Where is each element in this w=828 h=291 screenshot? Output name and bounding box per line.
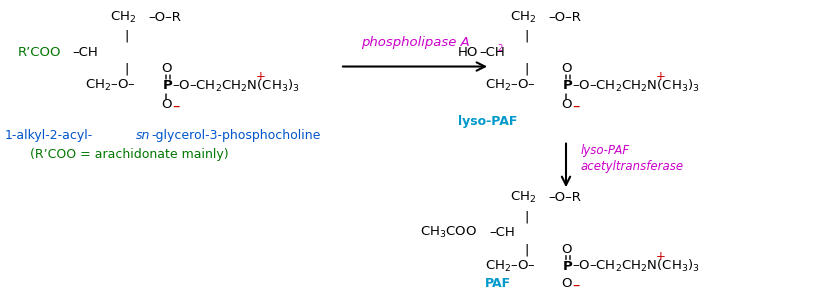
Text: P: P xyxy=(562,260,572,273)
Text: |: | xyxy=(524,244,528,256)
Text: lyso-PAF: lyso-PAF xyxy=(457,115,517,128)
Text: CH$_2$–O–: CH$_2$–O– xyxy=(85,78,136,93)
Text: sn: sn xyxy=(136,129,150,142)
Text: –O–CH$_2$CH$_2$N(CH$_3$)$_3$: –O–CH$_2$CH$_2$N(CH$_3$)$_3$ xyxy=(571,258,699,274)
Text: –: – xyxy=(171,99,179,114)
Text: P: P xyxy=(163,79,172,92)
Text: CH$_2$–O–: CH$_2$–O– xyxy=(484,78,535,93)
Text: |: | xyxy=(125,30,129,42)
Text: CH$_2$: CH$_2$ xyxy=(509,190,536,205)
Text: CH$_2$: CH$_2$ xyxy=(110,10,136,25)
Text: –O–CH$_2$CH$_2$N(CH$_3$)$_3$: –O–CH$_2$CH$_2$N(CH$_3$)$_3$ xyxy=(571,77,699,94)
Text: |: | xyxy=(524,210,528,223)
Text: 1-alkyl-2-acyl-: 1-alkyl-2-acyl- xyxy=(5,129,93,142)
Text: –CH: –CH xyxy=(479,46,504,59)
Text: O: O xyxy=(561,242,570,255)
Text: O: O xyxy=(161,62,171,75)
Text: O: O xyxy=(561,62,570,75)
Text: $_2$: $_2$ xyxy=(497,41,503,54)
Text: O: O xyxy=(561,98,570,111)
Text: HO: HO xyxy=(457,46,478,59)
Text: |: | xyxy=(524,63,528,76)
Text: P: P xyxy=(562,79,572,92)
Text: CH$_2$–O–: CH$_2$–O– xyxy=(484,259,535,274)
Text: –O–R: –O–R xyxy=(148,10,181,24)
Text: |: | xyxy=(524,30,528,42)
Text: –CH: –CH xyxy=(489,226,514,239)
Text: –O–R: –O–R xyxy=(547,191,580,204)
Text: +: + xyxy=(655,70,665,83)
Text: –O–R: –O–R xyxy=(547,10,580,24)
Text: –: – xyxy=(571,99,579,114)
Text: +: + xyxy=(655,250,665,263)
Text: CH$_3$COO: CH$_3$COO xyxy=(420,225,476,240)
Text: |: | xyxy=(125,63,129,76)
Text: –CH: –CH xyxy=(72,46,98,59)
Text: O: O xyxy=(161,98,171,111)
Text: –O–CH$_2$CH$_2$N(CH$_3$)$_3$: –O–CH$_2$CH$_2$N(CH$_3$)$_3$ xyxy=(171,77,300,94)
Text: +: + xyxy=(256,70,266,83)
Text: R’COO: R’COO xyxy=(18,46,61,59)
Text: phospholipase A: phospholipase A xyxy=(360,36,469,49)
Text: O: O xyxy=(561,277,570,290)
Text: lyso-PAF: lyso-PAF xyxy=(580,144,629,157)
Text: (R’COO = arachidonate mainly): (R’COO = arachidonate mainly) xyxy=(30,148,229,162)
Text: -glycerol-3-phosphocholine: -glycerol-3-phosphocholine xyxy=(151,129,320,142)
Text: acetyltransferase: acetyltransferase xyxy=(580,160,683,173)
Text: PAF: PAF xyxy=(484,277,511,290)
Text: –: – xyxy=(571,278,579,291)
Text: CH$_2$: CH$_2$ xyxy=(509,10,536,25)
